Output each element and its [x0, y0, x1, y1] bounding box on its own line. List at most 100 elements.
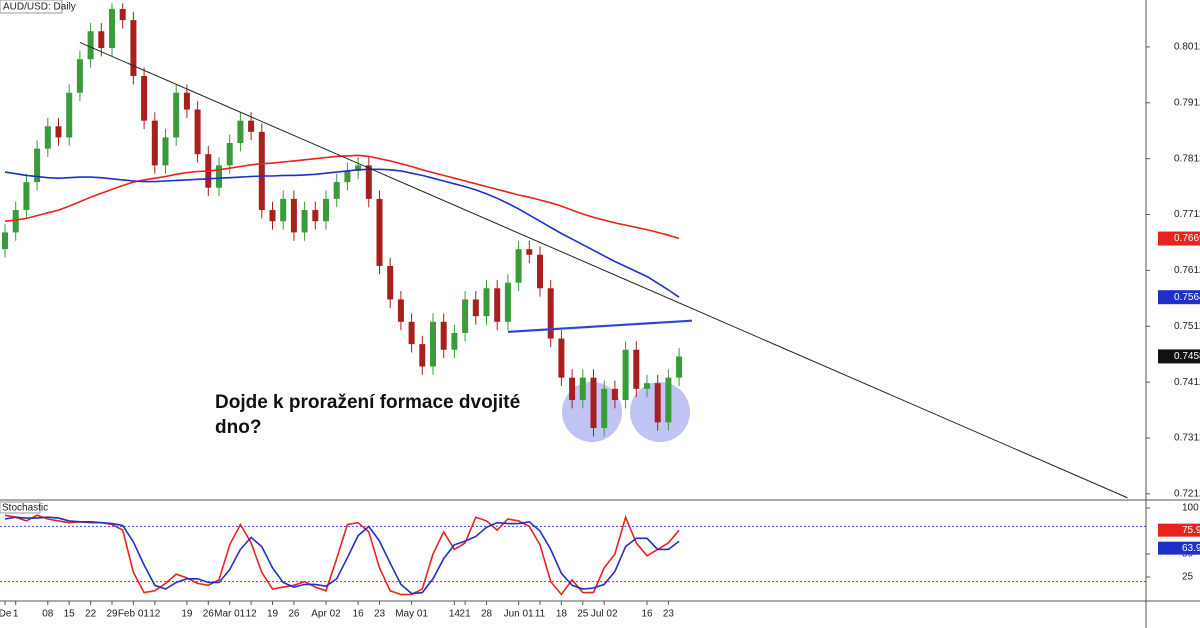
- candle-body: [333, 182, 340, 199]
- x-tick-label: 28: [481, 609, 493, 620]
- y-tick-label: 0.7312: [1174, 433, 1200, 444]
- indicator-line: [4, 514, 680, 596]
- candle-body: [258, 131, 265, 211]
- candle-body: [280, 198, 287, 222]
- x-tick-label: 11: [535, 609, 546, 620]
- x-tick-label: 23: [374, 609, 386, 620]
- candle-body: [665, 377, 672, 423]
- title-box: [0, 501, 41, 514]
- candle-body: [109, 8, 115, 49]
- candle-body: [633, 349, 640, 389]
- candle-body: [430, 321, 436, 367]
- candle-body: [55, 126, 62, 138]
- candle-body: [2, 232, 8, 250]
- candle-body: [537, 254, 543, 289]
- value-tag: [1158, 541, 1200, 555]
- price-tag-label: 0.7669: [1174, 233, 1200, 244]
- indicator-line: [4, 168, 680, 298]
- candle-body: [87, 31, 94, 60]
- candle-body: [151, 120, 158, 166]
- candle-body: [344, 170, 351, 183]
- candle-body: [34, 148, 41, 183]
- x-tick-label: May 01: [395, 609, 428, 620]
- candle-body: [472, 299, 479, 317]
- candle-body: [515, 249, 522, 283]
- x-tick-label: 25: [577, 609, 589, 620]
- candle-body: [419, 344, 426, 367]
- x-tick-label: 19: [181, 609, 193, 620]
- x-tick-label: 18: [556, 609, 568, 620]
- value-tag-label: 75.90: [1182, 525, 1200, 536]
- candle-body: [408, 321, 415, 345]
- candle-body: [44, 126, 51, 149]
- candle-body: [269, 210, 276, 222]
- x-tick-label: 15: [64, 609, 76, 620]
- candle-body: [365, 165, 372, 199]
- x-tick-label: 16: [353, 609, 365, 620]
- x-tick-label: 08: [42, 609, 54, 620]
- candle-body: [248, 120, 255, 132]
- y-tick-label: 25: [1182, 572, 1194, 583]
- y-tick-label: 0.7612: [1174, 265, 1200, 276]
- candle-body: [323, 198, 329, 222]
- candle-body: [119, 8, 126, 21]
- candle-body: [141, 75, 148, 121]
- candle-body: [355, 165, 362, 171]
- title-box: [0, 0, 63, 14]
- y-tick-label: 0.7712: [1174, 209, 1200, 220]
- candle-body: [676, 356, 683, 378]
- chart-title: AUD/USD: Daily: [3, 2, 76, 13]
- x-tick-label: 16: [641, 609, 653, 620]
- candle-body: [226, 143, 233, 166]
- price-tag: [1158, 349, 1200, 364]
- value-tag: [1158, 523, 1200, 537]
- x-tick-label: 29: [106, 609, 118, 620]
- indicator-line: [4, 154, 680, 240]
- candle-body: [397, 299, 404, 322]
- candle-body: [387, 265, 394, 300]
- candle-body: [98, 31, 105, 49]
- candle-body: [558, 338, 565, 378]
- y-tick-label: 100: [1182, 503, 1199, 514]
- price-tag: [1158, 231, 1200, 246]
- candle-body: [611, 388, 618, 400]
- candle-body: [237, 120, 244, 144]
- candle-body: [301, 210, 308, 233]
- candle-body: [290, 198, 297, 233]
- x-tick-label: 14: [449, 609, 461, 620]
- candle-body: [451, 332, 458, 350]
- candle-body: [654, 383, 661, 423]
- trendline: [79, 41, 1128, 499]
- y-tick-label: 0.7412: [1174, 377, 1200, 388]
- candle-body: [644, 383, 650, 389]
- candle-body: [483, 288, 490, 317]
- x-tick-label: 22: [85, 609, 97, 620]
- value-tag-label: 63.95: [1182, 543, 1200, 554]
- y-tick-label: 0.7212: [1174, 488, 1200, 499]
- candle-body: [312, 210, 319, 222]
- candle-body: [162, 137, 169, 166]
- x-tick-label: 26: [288, 609, 300, 620]
- candle-body: [12, 210, 19, 233]
- candle-body: [440, 321, 447, 350]
- candle-body: [569, 377, 576, 400]
- x-tick-label: 12: [246, 609, 258, 620]
- y-tick-label: 0.8012: [1174, 42, 1200, 53]
- x-tick-label: 19: [267, 609, 279, 620]
- candle-body: [216, 165, 222, 188]
- price-tag-label: 0.7564: [1174, 292, 1200, 303]
- price-tag-label: 0.7458: [1174, 351, 1200, 362]
- x-tick-label: 21: [460, 609, 472, 620]
- x-tick-label: Feb 01: [118, 609, 150, 620]
- x-tick-label: Mar 01: [214, 609, 246, 620]
- x-tick-label: 23: [663, 609, 675, 620]
- x-tick-label: Jul 02: [591, 609, 618, 620]
- candle-body: [547, 288, 554, 339]
- indicator-line: [4, 516, 680, 595]
- candle-body: [376, 198, 383, 266]
- candle-body: [173, 92, 180, 138]
- trendline: [507, 319, 693, 333]
- candle-body: [601, 388, 608, 428]
